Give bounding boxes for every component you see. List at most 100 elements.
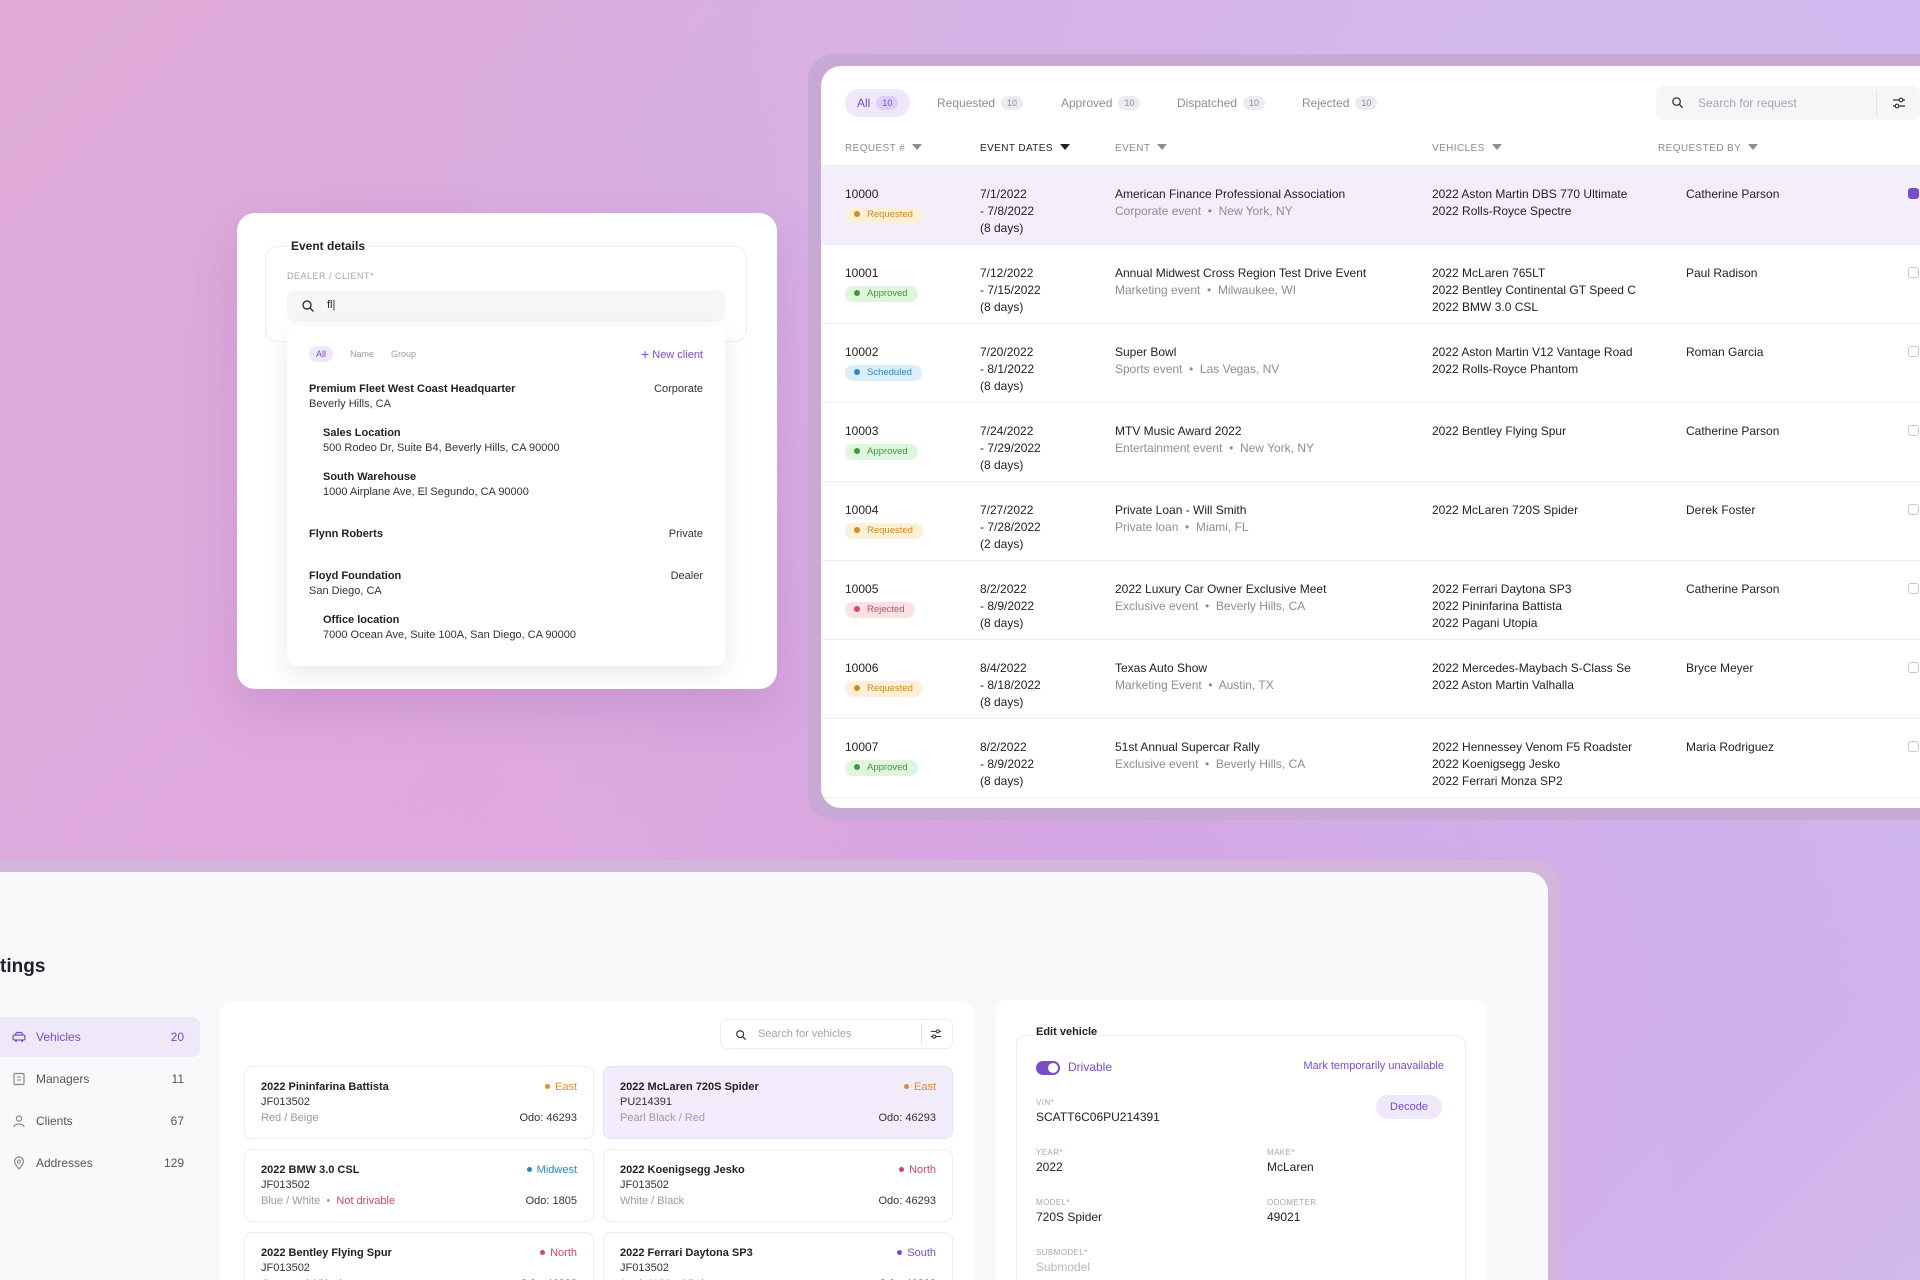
edit-vehicle-group bbox=[1016, 1035, 1466, 1280]
tab-label: Rejected bbox=[1302, 96, 1350, 110]
vehicles-cell: 2022 Mercedes-Maybach S-Class Se 2022 Ast… bbox=[1432, 660, 1631, 694]
client-location-option[interactable]: South Warehouse 1000 Airplane Ave, El Se… bbox=[323, 471, 703, 498]
sidebar-item-managers[interactable]: Managers 11 bbox=[0, 1059, 200, 1099]
client-location-option[interactable]: Sales Location 500 Rodeo Dr, Suite B4, B… bbox=[323, 427, 703, 454]
vehicle-card[interactable]: 2022 Pininfarina Battista JF013502 Red / B… bbox=[244, 1066, 594, 1139]
col-event-dates[interactable]: EVENT DATES bbox=[980, 143, 1070, 154]
requested-by: Catherine Parson bbox=[1686, 187, 1780, 201]
request-id-cell: 10005 Rejected bbox=[845, 581, 915, 618]
odometer: Odo: 46293 bbox=[879, 1278, 937, 1280]
vehicle-search-input[interactable]: Search for vehicles bbox=[720, 1019, 953, 1049]
vehicle-name: 2022 McLaren 765LT bbox=[1432, 266, 1546, 280]
tab-rejected[interactable]: Rejected 10 bbox=[1290, 89, 1389, 117]
vehicle-card[interactable]: 2022 Koenigsegg Jesko JF013502 White / Bla… bbox=[603, 1149, 953, 1222]
row-checkbox[interactable] bbox=[1908, 504, 1919, 515]
table-row[interactable]: 10007 Approved 8/2/2022 - 8/9/2022 (8 days) 5… bbox=[821, 719, 1920, 798]
vehicle-vin: JF013502 bbox=[620, 1179, 669, 1191]
event-type: Entertainment event bbox=[1115, 441, 1223, 455]
status-badge: Scheduled bbox=[845, 365, 922, 381]
filter-sliders-icon[interactable] bbox=[930, 1028, 942, 1040]
row-checkbox[interactable] bbox=[1908, 662, 1919, 673]
sidebar-item-count: 129 bbox=[163, 1156, 184, 1170]
vehicle-colors-line: Red / Beige bbox=[261, 1112, 318, 1124]
region-badge: South bbox=[897, 1247, 936, 1259]
request-id-cell: 10007 Approved bbox=[845, 739, 918, 776]
client-address: San Diego, CA bbox=[309, 585, 382, 597]
vehicles-cell: 2022 Ferrari Daytona SP3 2022 Pininfarina… bbox=[1432, 581, 1571, 632]
table-row[interactable]: 10001 Approved 7/12/2022 - 7/15/2022 (8 days… bbox=[821, 245, 1920, 324]
year-field[interactable]: 2022 bbox=[1036, 1160, 1063, 1174]
client-location-option[interactable]: Office location 7000 Ocean Ave, Suite 10… bbox=[323, 614, 703, 641]
odometer: Odo: 46293 bbox=[519, 1112, 578, 1124]
request-id-cell: 10002 Scheduled bbox=[845, 344, 922, 381]
col-event[interactable]: EVENT bbox=[1115, 143, 1168, 154]
vehicle-card[interactable]: 2022 Ferrari Daytona SP3 JF013502 Arctic W… bbox=[603, 1232, 953, 1280]
duration: (8 days) bbox=[980, 616, 1024, 630]
region-badge: North bbox=[899, 1164, 936, 1176]
search-placeholder: Search for request bbox=[1698, 96, 1797, 110]
status-badge: Requested bbox=[845, 681, 923, 697]
table-row[interactable]: 10003 Approved 7/24/2022 - 7/29/2022 (8 days… bbox=[821, 403, 1920, 482]
odometer: Odo: 46293 bbox=[520, 1278, 578, 1280]
duration: (8 days) bbox=[980, 379, 1024, 393]
filter-group[interactable]: Group bbox=[391, 349, 417, 359]
tab-dispatched[interactable]: Dispatched 10 bbox=[1165, 89, 1277, 117]
drivable-toggle[interactable] bbox=[1036, 1061, 1060, 1075]
new-client-button[interactable]: + New client bbox=[641, 346, 703, 362]
tab-label: Requested bbox=[937, 96, 996, 110]
odometer-field[interactable]: 49021 bbox=[1267, 1210, 1301, 1224]
row-checkbox[interactable] bbox=[1908, 267, 1919, 278]
filter-name[interactable]: Name bbox=[350, 349, 375, 359]
client-option[interactable]: Flynn Roberts Private bbox=[309, 528, 703, 540]
event-cell: MTV Music Award 2022 Entertainment event … bbox=[1115, 423, 1314, 457]
sidebar-item-vehicles[interactable]: Vehicles 20 bbox=[0, 1017, 200, 1057]
table-row[interactable]: 10005 Rejected 8/2/2022 - 8/9/2022 (8 days) 2… bbox=[821, 561, 1920, 640]
table-row[interactable]: 10006 Requested 8/4/2022 - 8/18/2022 (8 days… bbox=[821, 640, 1920, 719]
vehicle-card[interactable]: 2022 Bentley Flying Spur JF013502 Gunmetal… bbox=[244, 1232, 594, 1280]
odometer: Odo: 46293 bbox=[878, 1112, 937, 1124]
request-search-input[interactable]: Search for request bbox=[1656, 86, 1920, 120]
client-option[interactable]: Floyd Foundation San Diego, CA Dealer bbox=[309, 570, 703, 597]
table-row[interactable]: 10002 Scheduled 7/20/2022 - 8/1/2022 (8 days… bbox=[821, 324, 1920, 403]
vin-field[interactable]: SCATT6C06PU214391 bbox=[1036, 1110, 1160, 1124]
tab-approved[interactable]: Approved 10 bbox=[1049, 89, 1152, 117]
client-option[interactable]: Premium Fleet West Coast Headquarter Bev… bbox=[309, 383, 703, 410]
sidebar-item-addresses[interactable]: Addresses 129 bbox=[0, 1143, 200, 1183]
dealer-client-input[interactable]: fl| bbox=[287, 290, 725, 322]
row-checkbox[interactable] bbox=[1908, 741, 1919, 752]
tab-count: 10 bbox=[1001, 96, 1024, 110]
start-date: 7/27/2022 bbox=[980, 503, 1034, 517]
event-meta: Sports event • Las Vegas, NV bbox=[1115, 362, 1280, 376]
status-badge: Requested bbox=[845, 207, 923, 223]
filter-all[interactable]: All bbox=[309, 346, 334, 362]
sidebar-item-label: Clients bbox=[36, 1114, 73, 1128]
model-field[interactable]: 720S Spider bbox=[1036, 1210, 1103, 1224]
vehicle-card[interactable]: 2022 BMW 3.0 CSL JF013502 Blue / White • N… bbox=[244, 1149, 594, 1222]
row-checkbox[interactable] bbox=[1908, 346, 1919, 357]
tab-requested[interactable]: Requested 10 bbox=[925, 89, 1035, 117]
requested-by: Catherine Parson bbox=[1686, 582, 1780, 596]
location-pin-icon bbox=[13, 1156, 25, 1170]
vehicle-card[interactable]: 2022 McLaren 720S Spider PU214391 Pearl Bl… bbox=[603, 1066, 953, 1139]
event-dates-cell: 8/2/2022 - 8/9/2022 (8 days) bbox=[980, 739, 1034, 790]
event-dates-cell: 8/4/2022 - 8/18/2022 (8 days) bbox=[980, 660, 1041, 711]
col-requested-by[interactable]: REQUESTED BY bbox=[1658, 143, 1759, 154]
row-checkbox[interactable] bbox=[1908, 425, 1919, 436]
user-icon bbox=[13, 1115, 25, 1128]
row-checkbox[interactable] bbox=[1908, 188, 1919, 199]
decode-button[interactable]: Decode bbox=[1376, 1095, 1442, 1119]
submodel-field[interactable]: Submodel bbox=[1036, 1260, 1091, 1274]
vehicle-colors: White / Black bbox=[620, 1195, 685, 1207]
filter-sliders-icon[interactable] bbox=[1892, 96, 1906, 110]
event-dates-cell: 7/1/2022 - 7/8/2022 (8 days) bbox=[980, 186, 1034, 237]
row-checkbox[interactable] bbox=[1908, 583, 1919, 594]
table-row[interactable]: 10004 Requested 7/27/2022 - 7/28/2022 (2 day… bbox=[821, 482, 1920, 561]
col-vehicles[interactable]: VEHICLES bbox=[1432, 143, 1502, 154]
event-name: 51st Annual Supercar Rally bbox=[1115, 740, 1260, 754]
tab-all[interactable]: All 10 bbox=[845, 89, 911, 117]
table-row[interactable]: 10000 Requested 7/1/2022 - 7/8/2022 (8 days)… bbox=[821, 166, 1920, 245]
mark-unavailable-link[interactable]: Mark temporarily unavailable bbox=[1303, 1060, 1444, 1072]
make-field[interactable]: McLaren bbox=[1267, 1160, 1314, 1174]
col-request-number[interactable]: REQUEST # bbox=[845, 143, 923, 154]
sidebar-item-clients[interactable]: Clients 67 bbox=[0, 1101, 200, 1141]
